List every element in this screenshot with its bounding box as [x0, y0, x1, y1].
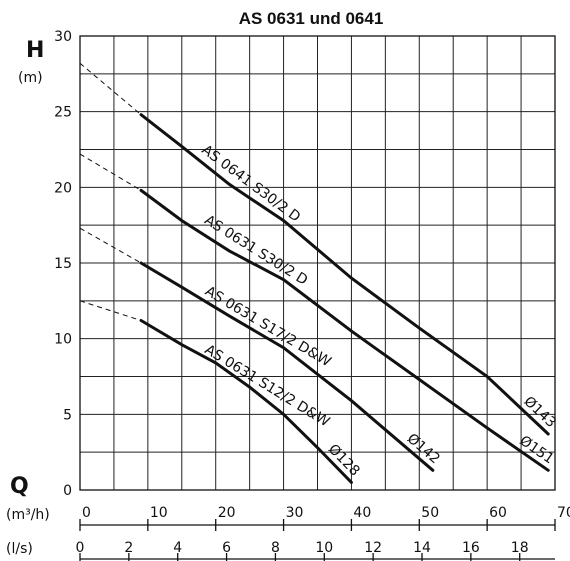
series-extrapolation-dashed	[79, 300, 142, 321]
y-tick-label: 5	[63, 407, 72, 423]
y-tick-label: 30	[54, 29, 72, 45]
y-tick-label: 20	[54, 180, 72, 196]
x-secondary-tick-label: 8	[271, 540, 280, 556]
chart-title: AS 0631 und 0641	[239, 9, 384, 28]
y-tick-label: 0	[63, 483, 72, 499]
x-tick-label: 70	[557, 505, 570, 521]
x-secondary-tick-label: 2	[124, 540, 133, 556]
y-tick-label: 15	[54, 256, 72, 272]
x-axis-secondary-unit: (l/s)	[6, 541, 33, 557]
x-tick-label: 20	[218, 505, 236, 521]
series-line	[139, 319, 353, 484]
x-axis-symbol: Q	[10, 474, 29, 499]
y-axis-symbol: H	[26, 38, 44, 63]
grid-lines	[80, 36, 555, 490]
x-secondary-tick-label: 0	[76, 540, 85, 556]
x-tick-label: 30	[286, 505, 304, 521]
x-secondary-tick-label: 10	[315, 540, 333, 556]
x-secondary-tick-label: 16	[462, 540, 480, 556]
series-line	[139, 188, 550, 472]
x-secondary-tick-label: 12	[364, 540, 382, 556]
y-tick-label: 25	[54, 105, 72, 121]
x-tick-label: 10	[150, 505, 168, 521]
x-secondary-tick-label: 4	[173, 540, 182, 556]
series-extrapolation-dashed	[79, 153, 142, 191]
x-axis-unit: (m³/h)	[6, 507, 50, 523]
x-secondary-tick-label: 14	[413, 540, 431, 556]
x-tick-label: 60	[489, 505, 507, 521]
x-tick-label: 40	[353, 505, 371, 521]
series-label: AS 0641 S30/2 D	[198, 142, 303, 226]
y-tick-label: 10	[54, 332, 72, 348]
y-tick-labels: 0 5 10 15 20 25 30	[54, 29, 72, 499]
x-tick-label: 0	[82, 505, 91, 521]
series-line	[139, 113, 550, 436]
x-secondary-tick-label: 18	[511, 540, 529, 556]
series-extrapolation-dashed	[79, 62, 142, 116]
series-extrapolation-dashed	[79, 227, 142, 264]
y-axis-unit: (m)	[18, 70, 43, 86]
series-line	[139, 261, 435, 472]
x-axes: 0 10 20 30 40 50 60 70 0 2 4 6 8 10 12 14 16 18	[76, 505, 570, 561]
x-tick-label: 50	[421, 505, 439, 521]
plot-frame	[79, 35, 556, 491]
x-secondary-tick-label: 6	[222, 540, 231, 556]
